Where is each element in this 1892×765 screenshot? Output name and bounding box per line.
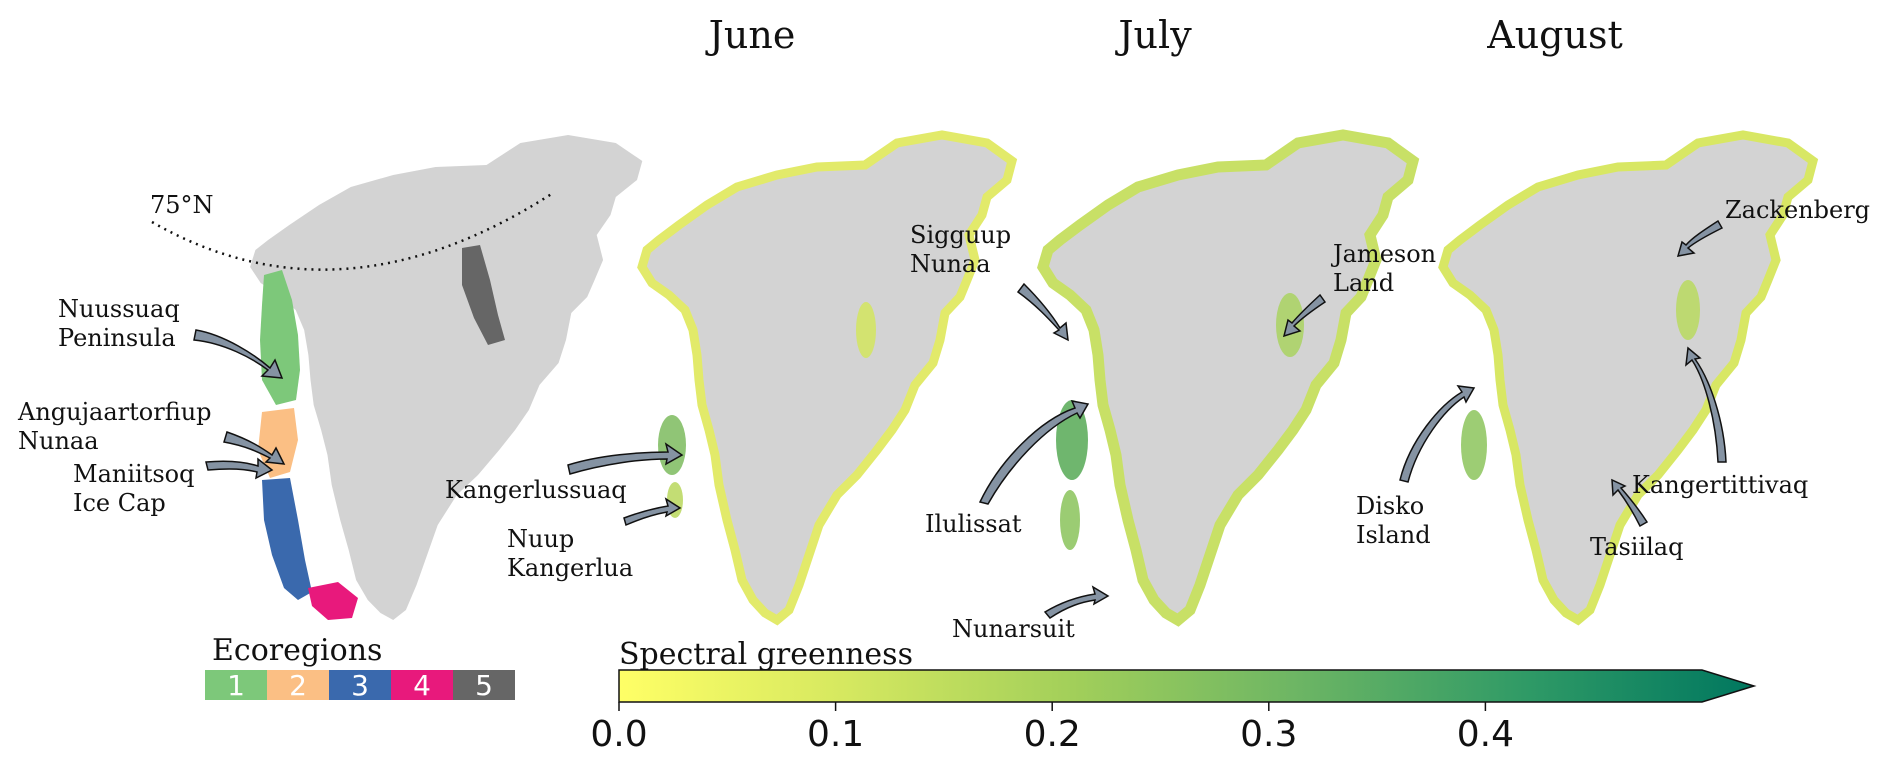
- colorbar-tick-label: 0.1: [807, 714, 864, 755]
- panel-title-august: August: [1486, 13, 1623, 57]
- ecoregion-swatch-3: [329, 670, 391, 700]
- label-tasiilaq: Tasiilaq: [1590, 533, 1683, 561]
- ecoregion-5-band: [462, 245, 505, 345]
- arrow-kangertittivaq: [1685, 346, 1727, 463]
- ecoregion-4-band: [308, 582, 358, 620]
- latitude-75n-label: 75°N: [150, 191, 214, 219]
- label-ilulissat: Ilulissat: [925, 510, 1022, 538]
- ecoregion-swatch-label: 1: [227, 669, 245, 702]
- ecoregion-3-band: [262, 478, 312, 600]
- ecoregion-swatch-2: [267, 670, 329, 700]
- label-disko-island: Disko Island: [1356, 492, 1432, 549]
- ecoregion-swatch-5: [453, 670, 515, 700]
- arrow-angujaartorfiup: [223, 431, 286, 465]
- ecoregion-swatch-label: 4: [413, 669, 431, 702]
- label-nunarsuit: Nunarsuit: [952, 615, 1075, 643]
- arrow-jameson: [1282, 293, 1327, 338]
- map-august: Zackenberg Disko Island Kangertittivaq T…: [1356, 135, 1870, 620]
- arrow-nunarsuit: [1043, 585, 1110, 619]
- colorbar-tick-label: 0.3: [1240, 714, 1297, 755]
- greenness-hotspot: [856, 302, 876, 358]
- arrow-nuup: [623, 497, 682, 527]
- label-angujaartorfiup: Angujaartorfiup Nunaa: [17, 398, 219, 455]
- greenness-hotspot: [1676, 280, 1700, 340]
- greenness-hotspot: [1461, 410, 1487, 480]
- arrow-zackenberg: [1676, 219, 1724, 257]
- ecoregions-legend: Ecoregions 1 2 3 4 5: [205, 633, 515, 702]
- label-sigguup-nunaa: Sigguup Nunaa: [910, 221, 1019, 278]
- colorbar-gradient: [618, 669, 1757, 703]
- ecoregion-swatch-label: 3: [351, 669, 369, 702]
- colorbar-tick-label: 0.2: [1024, 714, 1081, 755]
- latitude-75n-line: [151, 191, 554, 271]
- arrow-kangerlussuaq: [567, 442, 684, 475]
- colorbar-tick-label: 0.0: [590, 714, 647, 755]
- label-zackenberg: Zackenberg: [1725, 196, 1870, 224]
- arrow-disko: [1399, 385, 1476, 483]
- ecoregion-swatch-1: [205, 670, 267, 700]
- arrow-sigguup: [1016, 282, 1069, 342]
- arrow-nuussuaq: [193, 329, 284, 379]
- panel-title-july: July: [1114, 13, 1192, 57]
- colorbar-tick-label: 0.4: [1457, 714, 1514, 755]
- label-kangerlussuaq: Kangerlussuaq: [445, 476, 627, 504]
- ecoregion-swatch-label: 2: [289, 669, 307, 702]
- label-jameson-land: Jameson Land: [1330, 240, 1444, 297]
- ecoregions-title: Ecoregions: [212, 633, 382, 668]
- greenland-ice-sheet: [250, 135, 643, 620]
- map-july: Sigguup Nunaa Jameson Land Ilulissat Nun…: [910, 135, 1444, 643]
- label-nuup-kangerlua: Nuup Kangerlua: [507, 525, 633, 582]
- ecoregion-swatch-label: 5: [475, 669, 493, 702]
- arrow-tasiilaq: [1611, 478, 1649, 528]
- colorbar-title: Spectral greenness: [619, 637, 913, 672]
- panel-title-june: June: [705, 13, 796, 57]
- map-june: Kangerlussuaq Nuup Kangerlua: [445, 135, 1012, 620]
- label-nuussuaq: Nuussuaq Peninsula: [58, 295, 187, 352]
- arrow-maniitsoq: [205, 457, 274, 480]
- arrow-ilulissat: [978, 400, 1090, 505]
- label-maniitsoq: Maniitsoq Ice Cap: [73, 460, 202, 517]
- ecoregion-map: 75°N Nuussuaq Peninsula Angujaartorfiup …: [17, 135, 643, 620]
- greenness-colorbar: Spectral greenness 0.0 0.1 0.2 0.3 0.4: [590, 637, 1757, 755]
- label-kangertittivaq: Kangertittivaq: [1632, 471, 1808, 499]
- greenness-hotspot: [1060, 490, 1080, 550]
- greenness-hotspot: [658, 415, 686, 475]
- ecoregion-swatch-4: [391, 670, 453, 700]
